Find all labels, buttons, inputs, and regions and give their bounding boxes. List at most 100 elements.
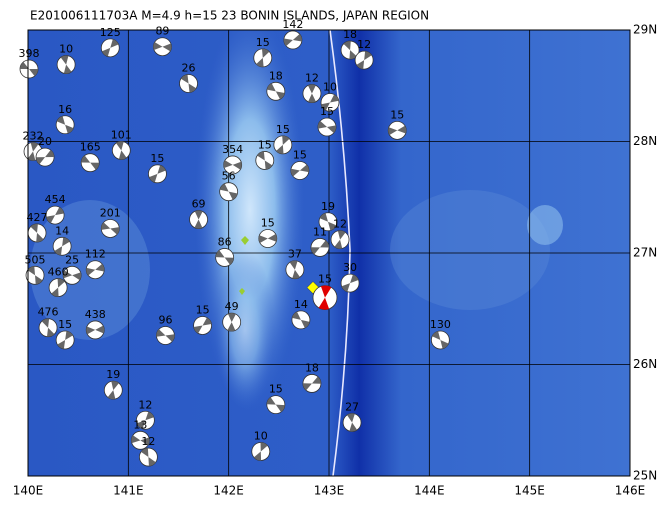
ball-quadrants: [36, 150, 55, 165]
focal-mechanism: [290, 161, 310, 180]
focal-mechanism: [103, 380, 123, 400]
depth-label: 15: [276, 123, 290, 136]
ball-quadrants: [276, 135, 290, 154]
focal-mechanism: [302, 84, 322, 103]
focal-mechanism: [48, 278, 68, 297]
focal-mechanism: [138, 447, 158, 467]
focal-mechanism: [318, 212, 338, 232]
ball-quadrants: [136, 411, 154, 429]
ball-quadrants: [227, 313, 236, 332]
depth-label: 96: [158, 314, 172, 327]
depth-label: 15: [256, 36, 270, 49]
ball-quadrants: [51, 278, 65, 297]
depth-label: 15: [269, 383, 283, 396]
ball-quadrants: [153, 42, 172, 52]
ball-quadrants: [30, 223, 44, 242]
depth-label: 15: [261, 217, 275, 230]
focal-mechanism: [330, 230, 350, 250]
ball-quadrants: [86, 325, 105, 335]
focal-mechanism: [130, 430, 150, 450]
ball-quadrants: [321, 94, 339, 111]
focal-mechanism: [258, 229, 278, 248]
depth-label: 49: [225, 300, 239, 313]
depth-label: 10: [254, 429, 268, 442]
depth-label: 30: [343, 261, 357, 274]
ball-quadrants: [318, 285, 332, 310]
ball-quadrants: [46, 207, 64, 223]
depth-label: 12: [305, 72, 319, 85]
depth-label: 37: [288, 248, 302, 261]
focal-mechanism: [85, 260, 105, 280]
depth-label: 12: [141, 435, 155, 448]
depth-label: 354: [222, 143, 243, 156]
ball-quadrants: [81, 155, 100, 170]
map-title: E201006111703A M=4.9 h=15 23 BONIN ISLAN…: [30, 9, 429, 23]
focal-mechanism: [27, 223, 47, 243]
focal-mechanism: [25, 265, 45, 285]
depth-label: 15: [196, 303, 210, 316]
focal-mechanism: [251, 442, 271, 461]
focal-mechanism: [266, 395, 286, 415]
depth-label: 19: [321, 200, 335, 213]
x-tick-label: 143E: [314, 484, 345, 498]
depth-label: 16: [58, 103, 72, 116]
depth-label: 56: [222, 170, 236, 183]
ball-quadrants: [334, 230, 346, 249]
ball-quadrants: [131, 435, 150, 446]
ball-quadrants: [223, 160, 242, 170]
focal-mechanism: [62, 265, 82, 285]
ball-quadrants: [194, 210, 203, 229]
ball-quadrants: [432, 331, 449, 349]
depth-label: 11: [313, 225, 327, 238]
ball-quadrants: [267, 83, 285, 100]
focal-mechanism: [291, 310, 311, 330]
depth-label: 15: [318, 273, 332, 286]
x-tick-label: 144E: [414, 484, 445, 498]
focal-mechanism: [255, 151, 275, 170]
x-tick-label: 145E: [514, 484, 545, 498]
ball-quadrants: [266, 397, 285, 412]
x-tick-label: 146E: [615, 484, 646, 498]
ball-quadrants: [388, 125, 407, 135]
focal-mechanism: [283, 30, 303, 50]
x-tick-label: 140E: [13, 484, 44, 498]
focal-mechanism: [55, 115, 75, 135]
ball-quadrants: [193, 317, 212, 334]
depth-label: 15: [58, 318, 72, 331]
focal-mechanism: [148, 164, 167, 184]
x-tick-label: 141E: [113, 484, 144, 498]
focal-mechanism: [223, 155, 243, 175]
focal-mechanism: [100, 38, 120, 58]
focal-mechanism: [285, 260, 305, 280]
ball-quadrants: [54, 237, 70, 256]
depth-label: 14: [294, 298, 308, 311]
focal-mechanism: [85, 320, 105, 340]
depth-label: 476: [38, 306, 59, 319]
depth-label: 19: [106, 368, 120, 381]
focal-mechanism: [253, 48, 273, 68]
ball-quadrants: [60, 55, 72, 74]
y-tick-label: 26N: [633, 357, 657, 371]
ball-quadrants: [215, 250, 234, 265]
focal-mechanism: [354, 50, 374, 70]
focal-mechanism: [312, 285, 338, 311]
ball-quadrants: [219, 183, 238, 200]
y-tick-label: 27N: [633, 246, 657, 260]
ball-quadrants: [283, 34, 302, 47]
depth-label: 12: [357, 38, 371, 51]
depth-label: 13: [133, 418, 147, 431]
focal-mechanism: [135, 410, 155, 430]
ball-quadrants: [319, 213, 337, 231]
ball-quadrants: [101, 222, 120, 235]
depth-label: 18: [305, 361, 319, 374]
ball-quadrants: [302, 376, 321, 391]
depth-label: 15: [150, 152, 164, 165]
ball-quadrants: [258, 234, 277, 243]
focal-mechanism: [156, 326, 175, 345]
y-tick-label: 29N: [633, 23, 657, 37]
ball-quadrants: [57, 331, 73, 349]
depth-label: 427: [27, 211, 48, 224]
focal-mechanism: [342, 413, 362, 432]
